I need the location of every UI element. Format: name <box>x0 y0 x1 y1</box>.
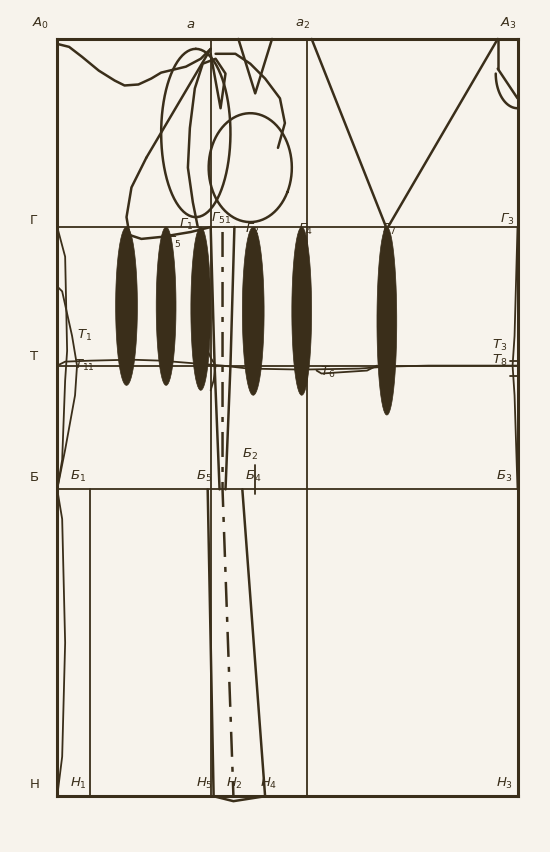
Polygon shape <box>191 227 211 390</box>
Text: $T_1$: $T_1$ <box>77 328 92 343</box>
Text: $T_3$: $T_3$ <box>492 337 507 353</box>
Text: $Н_4$: $Н_4$ <box>260 776 277 792</box>
Text: $A_0$: $A_0$ <box>32 16 50 31</box>
Text: $T_4$: $T_4$ <box>159 332 174 348</box>
Text: $Н_3$: $Н_3$ <box>496 776 513 792</box>
Text: Н: Н <box>30 778 40 792</box>
Polygon shape <box>377 227 397 415</box>
Text: $Б_2$: $Б_2$ <box>243 446 258 462</box>
Text: Т: Т <box>30 349 37 363</box>
Text: $Г_{51}$: $Г_{51}$ <box>211 211 231 226</box>
Polygon shape <box>116 227 138 385</box>
Text: $Н_5$: $Н_5$ <box>196 776 213 792</box>
Text: Б: Б <box>30 471 38 485</box>
Text: $Б_5$: $Б_5$ <box>196 469 212 485</box>
Text: $a_2$: $a_2$ <box>295 18 310 31</box>
Text: $Г_2$: $Г_2$ <box>245 222 260 237</box>
Text: $Г_1$: $Г_1$ <box>179 217 194 232</box>
Text: $A_3$: $A_3$ <box>500 16 516 31</box>
Text: $Г_5$: $Г_5$ <box>167 234 182 250</box>
Text: $Г_3$: $Г_3$ <box>500 212 514 227</box>
Text: $T_{11}$: $T_{11}$ <box>74 358 95 372</box>
Text: $Б_3$: $Б_3$ <box>496 469 512 485</box>
Text: $Н_1$: $Н_1$ <box>70 776 87 792</box>
Text: $T_8$: $T_8$ <box>492 353 507 367</box>
Polygon shape <box>243 227 264 395</box>
Text: $Н_2$: $Н_2$ <box>226 776 243 792</box>
Text: Г: Г <box>30 214 37 227</box>
Text: $Б_4$: $Б_4$ <box>245 469 262 485</box>
Text: $a$: $a$ <box>186 18 195 31</box>
Polygon shape <box>292 227 312 395</box>
Polygon shape <box>156 227 176 385</box>
Text: $Г_4$: $Г_4$ <box>298 222 312 237</box>
Text: $Г_7$: $Г_7$ <box>382 222 397 237</box>
Text: $T_6$: $T_6$ <box>320 366 335 381</box>
Text: $Б_1$: $Б_1$ <box>70 469 86 485</box>
